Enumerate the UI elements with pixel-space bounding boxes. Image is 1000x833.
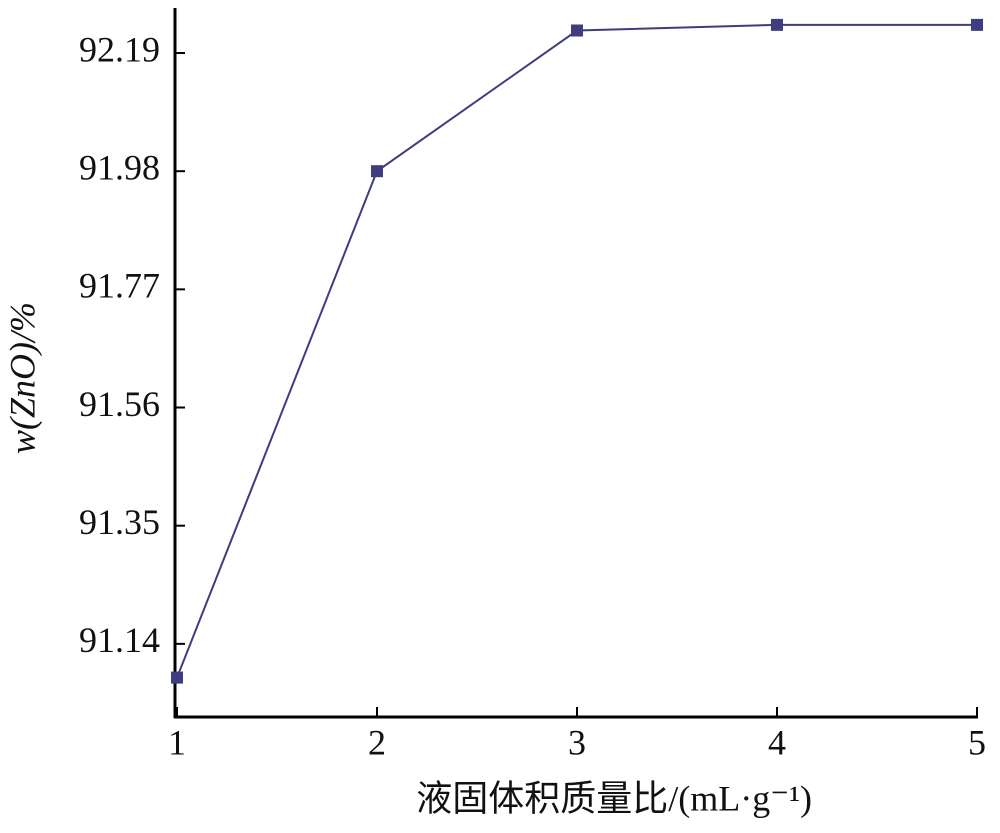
y-tick-label: 91.98 [79, 147, 160, 187]
data-point [571, 24, 583, 37]
x-tick-label: 5 [968, 722, 986, 762]
y-tick-label: 91.56 [79, 384, 160, 424]
y-tick-label: 91.35 [79, 502, 160, 542]
data-point [171, 671, 183, 684]
x-axis-label: 液固体积质量比/(mL·g⁻¹) [416, 778, 812, 818]
data-point [771, 18, 783, 31]
y-tick-label: 92.19 [79, 29, 160, 69]
x-tick-label: 1 [168, 722, 186, 762]
y-tick-label: 91.77 [79, 266, 160, 306]
x-tick-label: 3 [568, 722, 586, 762]
data-point [371, 165, 383, 178]
data-point [971, 18, 983, 31]
data-line [176, 23, 977, 678]
x-tick-label: 4 [768, 722, 786, 762]
y-axis-label: w(ZnO)/% [2, 302, 42, 454]
y-tick-label: 91.14 [79, 620, 160, 660]
x-tick-label: 2 [368, 722, 386, 762]
